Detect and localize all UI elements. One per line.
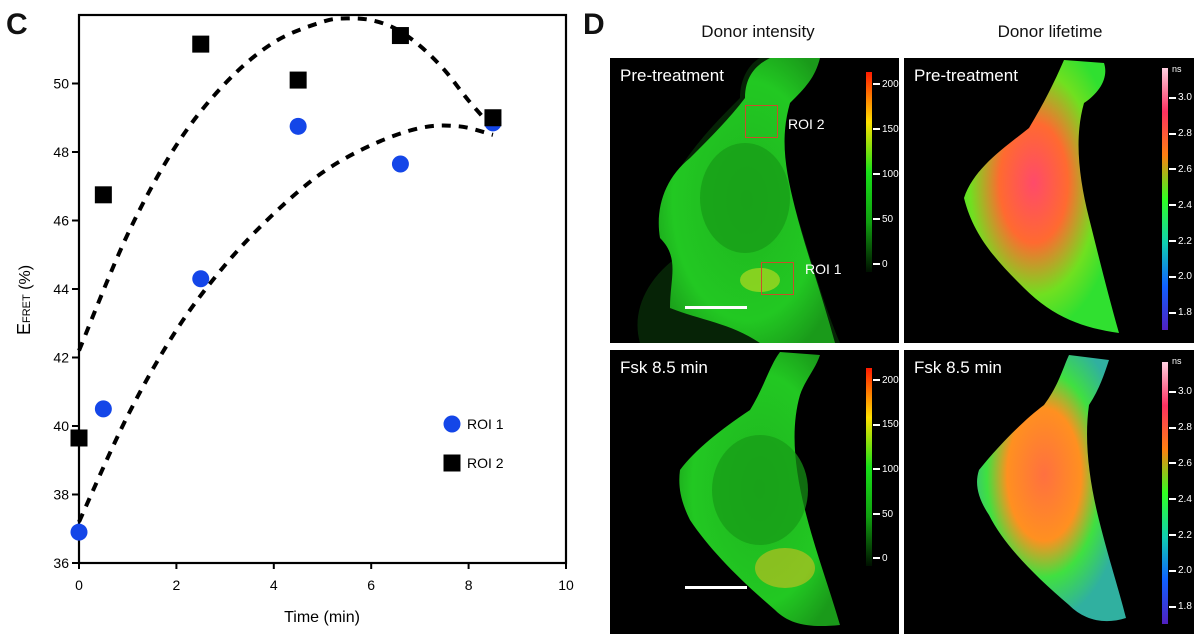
x-tick-label: 10 (558, 577, 574, 593)
lifetime-colorbar (1162, 362, 1168, 624)
roi-2-box (745, 105, 778, 138)
data-points (70, 27, 502, 541)
colorbar-tick-label: 0 (873, 553, 888, 564)
column-title-donor-intensity: Donor intensity (701, 22, 815, 41)
y-tick-label: 46 (53, 213, 69, 229)
x-axis-label: Time (min) (284, 609, 360, 626)
roi-1-box (761, 262, 794, 295)
data-point-roi-1 (94, 400, 112, 418)
cell-lifetime-graphic (964, 60, 1119, 333)
colorbar-tick-label: 50 (873, 214, 893, 225)
x-tick-label: 6 (367, 577, 375, 593)
scale-bar (685, 306, 747, 309)
column-title-donor-lifetime: Donor lifetime (997, 22, 1103, 41)
x-tick-label: 8 (465, 577, 473, 593)
nucleus-shape (700, 143, 790, 253)
colorbar-tick-label: 2.6 (1169, 458, 1192, 469)
y-tick-label: 36 (53, 555, 69, 571)
colorbar-tick-label: 3.0 (1169, 386, 1192, 397)
colorbar-tick-label: 2.8 (1169, 128, 1192, 139)
colorbar-tick-label: 2.6 (1169, 164, 1192, 175)
colorbar-tick-label: 1.8 (1169, 601, 1192, 612)
data-point-roi-2 (70, 429, 88, 447)
data-point-roi-2 (484, 109, 502, 127)
colorbar-tick-label: 50 (873, 509, 893, 520)
fit-curves (77, 16, 495, 523)
cell-intensity-graphic (679, 352, 840, 627)
data-point-roi-1 (192, 270, 210, 288)
roi-2-label: ROI 2 (788, 116, 825, 132)
panel-letter-c: C (6, 8, 28, 41)
image-lifetime-pre-treatment: Pre-treatment ns 3.0 2.8 2.6 2.4 2.2 2.0 1.8 (904, 58, 1194, 343)
data-point-roi-2 (94, 186, 112, 204)
image-intensity-fsk: Fsk 8.5 min 200 150 100 50 0 (610, 350, 899, 634)
colorbar-tick-label: 200 (873, 79, 899, 90)
data-point-roi-2 (391, 27, 409, 45)
image-label: Pre-treatment (914, 66, 1018, 85)
lifetime-unit-label: ns (1172, 64, 1182, 74)
y-axis-label-main: E (14, 323, 34, 335)
legend-label-roi-2: ROI 2 (467, 455, 504, 471)
colorbar-tick-label: 0 (873, 259, 888, 270)
colorbar-tick-label: 2.0 (1169, 271, 1192, 282)
intensity-colorbar (866, 72, 872, 272)
data-point-roi-2 (192, 35, 210, 53)
y-axis-label-suffix: (%) (17, 265, 34, 294)
colorbar-tick-label: 150 (873, 124, 899, 135)
colorbar-tick-label: 2.4 (1169, 200, 1192, 211)
cell-intensity-graphic (637, 58, 840, 343)
colorbar-tick-label: 2.4 (1169, 494, 1192, 505)
image-label: Fsk 8.5 min (914, 358, 1002, 377)
legend-marker-roi-1 (443, 415, 461, 433)
colorbar-tick-label: 100 (873, 169, 899, 180)
scale-bar (685, 586, 747, 589)
lifetime-unit-label: ns (1172, 356, 1182, 366)
legend: ROI 1 ROI 2 (443, 415, 504, 472)
colorbar-tick-label: 200 (873, 375, 899, 386)
y-tick-label: 40 (53, 418, 69, 434)
y-tick-label: 38 (53, 487, 69, 503)
image-label: Pre-treatment (620, 66, 724, 85)
image-label: Fsk 8.5 min (620, 358, 708, 377)
data-point-roi-2 (289, 71, 307, 89)
colorbar-tick-label: 2.0 (1169, 565, 1192, 576)
colorbar-tick-label: 3.0 (1169, 92, 1192, 103)
legend-label-roi-1: ROI 1 (467, 416, 504, 432)
image-intensity-pre-treatment: Pre-treatment ROI 2 ROI 1 200 150 100 50 0 (610, 58, 899, 343)
image-lifetime-fsk: Fsk 8.5 min ns 3.0 2.8 2.6 2.4 2.2 2.0 1.8 (904, 350, 1194, 634)
y-tick-label: 48 (53, 144, 69, 160)
colorbar-tick-label: 1.8 (1169, 307, 1192, 318)
fit-curve-2 (77, 16, 495, 352)
y-tick-label: 42 (53, 350, 69, 366)
panel-letter-d: D (583, 8, 605, 41)
colorbar-tick-label: 100 (873, 464, 899, 475)
lifetime-colorbar (1162, 68, 1168, 330)
y-tick-label: 50 (53, 76, 69, 92)
colorbar-tick-label: 150 (873, 419, 899, 430)
legend-marker-roi-2 (443, 454, 461, 472)
data-point-roi-1 (391, 155, 409, 173)
x-tick-label: 2 (173, 577, 181, 593)
colorbar-tick-label: 2.2 (1169, 236, 1192, 247)
cell-lifetime-graphic (977, 355, 1126, 622)
roi-1-label: ROI 1 (805, 261, 842, 277)
data-point-roi-1 (70, 523, 88, 541)
data-point-roi-1 (289, 117, 307, 135)
y-axis-label: EFRET (%) (14, 265, 34, 335)
fit-curve-1 (77, 123, 494, 523)
y-tick-label: 44 (53, 281, 69, 297)
colorbar-tick-label: 2.2 (1169, 530, 1192, 541)
intensity-colorbar (866, 368, 872, 566)
x-tick-label: 4 (270, 577, 278, 593)
x-tick-label: 0 (75, 577, 83, 593)
colorbar-tick-label: 2.8 (1169, 422, 1192, 433)
nucleus-shape (712, 435, 808, 545)
y-axis-label-sub: FRET (21, 294, 33, 323)
plot-frame (77, 13, 568, 565)
